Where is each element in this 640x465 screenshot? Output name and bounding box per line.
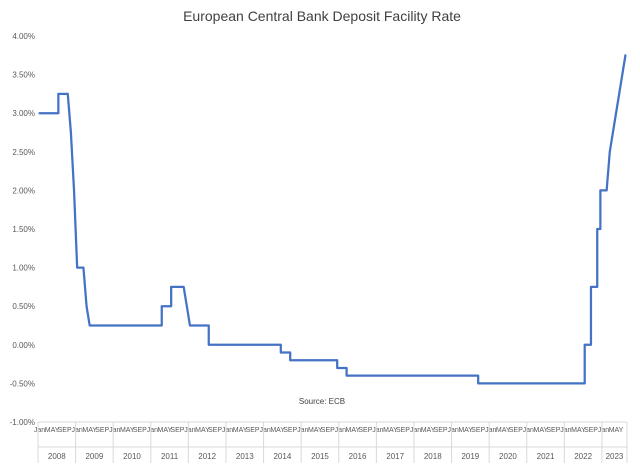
x-month-tick-label: MAY (233, 427, 248, 434)
x-month-tick-label: MAY (120, 427, 135, 434)
y-tick-label: 2.00% (12, 186, 35, 195)
x-year-label: 2022 (574, 452, 592, 461)
x-month-tick-label: SEP (546, 427, 560, 434)
series-line (38, 54, 627, 385)
x-month-tick-label: SEP (283, 427, 297, 434)
x-month-tick-label: SEP (58, 427, 72, 434)
plot-area (38, 54, 627, 385)
x-month-tick-label: Jan (72, 427, 83, 434)
x-year-label: 2014 (273, 452, 291, 461)
x-month-tick-label: SEP (509, 427, 523, 434)
x-month-tick-label: Jan (147, 427, 158, 434)
x-month-tick-label: SEP (584, 427, 598, 434)
y-tick-label: 2.50% (12, 148, 35, 157)
x-month-tick-label: MAY (609, 427, 624, 434)
x-year-label: 2020 (499, 452, 517, 461)
x-year-label: 2019 (461, 452, 479, 461)
x-month-tick-label: SEP (133, 427, 147, 434)
y-tick-label: 3.50% (12, 71, 35, 80)
x-month-tick-label: Jan (34, 427, 45, 434)
y-tick-label: 0.00% (12, 341, 35, 350)
x-year-label: 2015 (311, 452, 329, 461)
x-month-tick-label: MAY (421, 427, 436, 434)
x-month-tick-label: SEP (208, 427, 222, 434)
y-tick-label: 1.00% (12, 264, 35, 273)
x-month-tick-label: SEP (321, 427, 335, 434)
x-year-label: 2008 (48, 452, 66, 461)
x-month-tick-label: MAY (45, 427, 60, 434)
x-month-tick-label: Jan (372, 427, 383, 434)
x-month-tick-label: SEP (471, 427, 485, 434)
x-month-tick-label: MAY (270, 427, 285, 434)
chart-title: European Central Bank Deposit Facility R… (183, 8, 461, 24)
x-month-tick-label: MAY (496, 427, 511, 434)
x-month-tick-label: SEP (396, 427, 410, 434)
x-year-label: 2011 (161, 452, 179, 461)
x-month-tick-label: MAY (571, 427, 586, 434)
y-tick-label: -1.00% (10, 418, 35, 427)
x-year-label: 2021 (537, 452, 555, 461)
x-month-tick-label: Jan (184, 427, 195, 434)
x-month-tick-label: SEP (434, 427, 448, 434)
x-year-label: 2018 (424, 452, 442, 461)
x-month-tick-label: Jan (410, 427, 421, 434)
y-tick-label: 4.00% (12, 32, 35, 41)
x-month-tick-label: Jan (297, 427, 308, 434)
y-tick-label: 1.50% (12, 225, 35, 234)
y-axis: -1.00% -0.50% 0.00% 0.50% 1.00% 1.50% 2.00% 2.5… (10, 32, 35, 427)
x-month-tick-label: MAY (534, 427, 549, 434)
x-year-label: 2017 (386, 452, 404, 461)
x-month-tick-label: MAY (346, 427, 361, 434)
x-month-tick-label: Jan (109, 427, 120, 434)
x-month-tick-label: SEP (358, 427, 372, 434)
x-month-tick-label: MAY (308, 427, 323, 434)
x-month-tick-label: Jan (222, 427, 233, 434)
x-month-tick-label: SEP (95, 427, 109, 434)
x-month-tick-label: MAY (82, 427, 97, 434)
x-month-tick-label: MAY (158, 427, 173, 434)
x-month-tick-label: SEP (246, 427, 260, 434)
x-month-tick-label: Jan (485, 427, 496, 434)
x-month-tick-label: MAY (383, 427, 398, 434)
x-year-label: 2009 (85, 452, 103, 461)
x-year-label: 2010 (123, 452, 141, 461)
x-month-tick-label: Jan (335, 427, 346, 434)
x-month-tick-label: SEP (170, 427, 184, 434)
x-month-tick-label: Jan (259, 427, 270, 434)
x-year-label: 2012 (198, 452, 216, 461)
x-month-tick-label: Jan (447, 427, 458, 434)
y-tick-label: 3.00% (12, 109, 35, 118)
source-note: Source: ECB (299, 397, 345, 406)
x-month-tick-label: MAY (195, 427, 210, 434)
x-year-label: 2016 (349, 452, 367, 461)
x-year-label: 2023 (606, 452, 624, 461)
x-year-label: 2013 (236, 452, 254, 461)
x-month-tick-label: Jan (598, 427, 609, 434)
x-month-tick-label: MAY (458, 427, 473, 434)
x-month-tick-label: Jan (560, 427, 571, 434)
y-tick-label: 0.50% (12, 302, 35, 311)
y-tick-label: -0.50% (10, 379, 35, 388)
x-month-tick-label: Jan (523, 427, 534, 434)
